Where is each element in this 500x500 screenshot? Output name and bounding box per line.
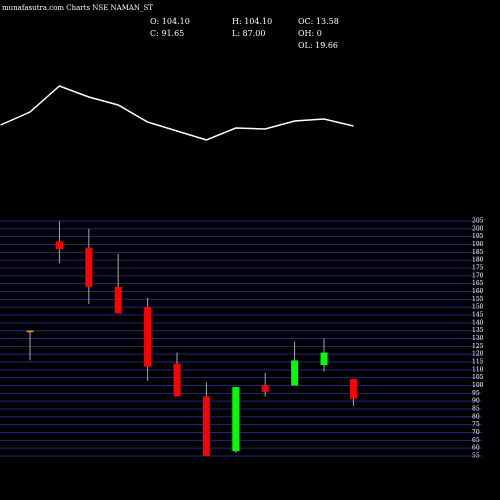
y-tick-label: 200 <box>472 225 484 232</box>
info-label: OC: 13.58 <box>298 17 339 26</box>
y-tick-label: 165 <box>472 280 484 287</box>
y-tick-label: 80 <box>472 413 480 420</box>
candle-body <box>202 396 210 456</box>
y-tick-label: 185 <box>472 249 484 256</box>
y-tick-label: 130 <box>472 335 484 342</box>
y-tick-label: 120 <box>472 351 484 358</box>
y-tick-label: 175 <box>472 265 484 272</box>
y-tick-label: 105 <box>472 374 484 381</box>
y-tick-label: 110 <box>472 366 484 373</box>
info-label: C: 91.65 <box>150 29 184 38</box>
y-tick-label: 190 <box>472 241 484 248</box>
chart-title: munafasutra.com Charts NSE NAMAN_ST <box>2 4 153 12</box>
y-tick-label: 85 <box>472 406 480 413</box>
candle-body <box>85 247 93 287</box>
y-tick-label: 135 <box>472 327 484 334</box>
y-tick-label: 180 <box>472 257 484 264</box>
y-tick-label: 150 <box>472 304 484 311</box>
candle-body <box>114 286 122 314</box>
y-tick-label: 155 <box>472 296 484 303</box>
y-tick-label: 140 <box>472 319 484 326</box>
y-tick-label: 75 <box>472 421 480 428</box>
y-tick-label: 145 <box>472 312 484 319</box>
y-tick-label: 95 <box>472 390 480 397</box>
candle-body <box>55 241 63 250</box>
candle-body <box>232 387 240 452</box>
candle-body <box>320 352 328 366</box>
y-tick-label: 115 <box>472 359 484 366</box>
info-label: L: 87.00 <box>232 29 265 38</box>
y-tick-label: 90 <box>472 398 480 405</box>
candle-body <box>144 307 152 367</box>
info-label: O: 104.10 <box>150 17 190 26</box>
info-label: OH: 0 <box>298 29 322 38</box>
info-label: OL: 19.66 <box>298 41 338 50</box>
y-tick-label: 60 <box>472 445 480 452</box>
candle-body <box>261 385 269 392</box>
y-tick-label: 55 <box>472 453 480 460</box>
y-tick-label: 70 <box>472 429 480 436</box>
candle-body <box>291 360 299 386</box>
y-tick-label: 65 <box>472 437 480 444</box>
y-tick-label: 205 <box>472 218 484 225</box>
candle-body <box>173 363 181 397</box>
y-tick-label: 100 <box>472 382 484 389</box>
info-label: H: 104.10 <box>232 17 272 26</box>
candle-body <box>349 379 357 399</box>
y-tick-label: 195 <box>472 233 484 240</box>
y-tick-label: 170 <box>472 272 484 279</box>
y-tick-label: 160 <box>472 288 484 295</box>
line-series <box>0 85 354 141</box>
candle-body <box>26 330 34 333</box>
y-tick-label: 125 <box>472 343 484 350</box>
